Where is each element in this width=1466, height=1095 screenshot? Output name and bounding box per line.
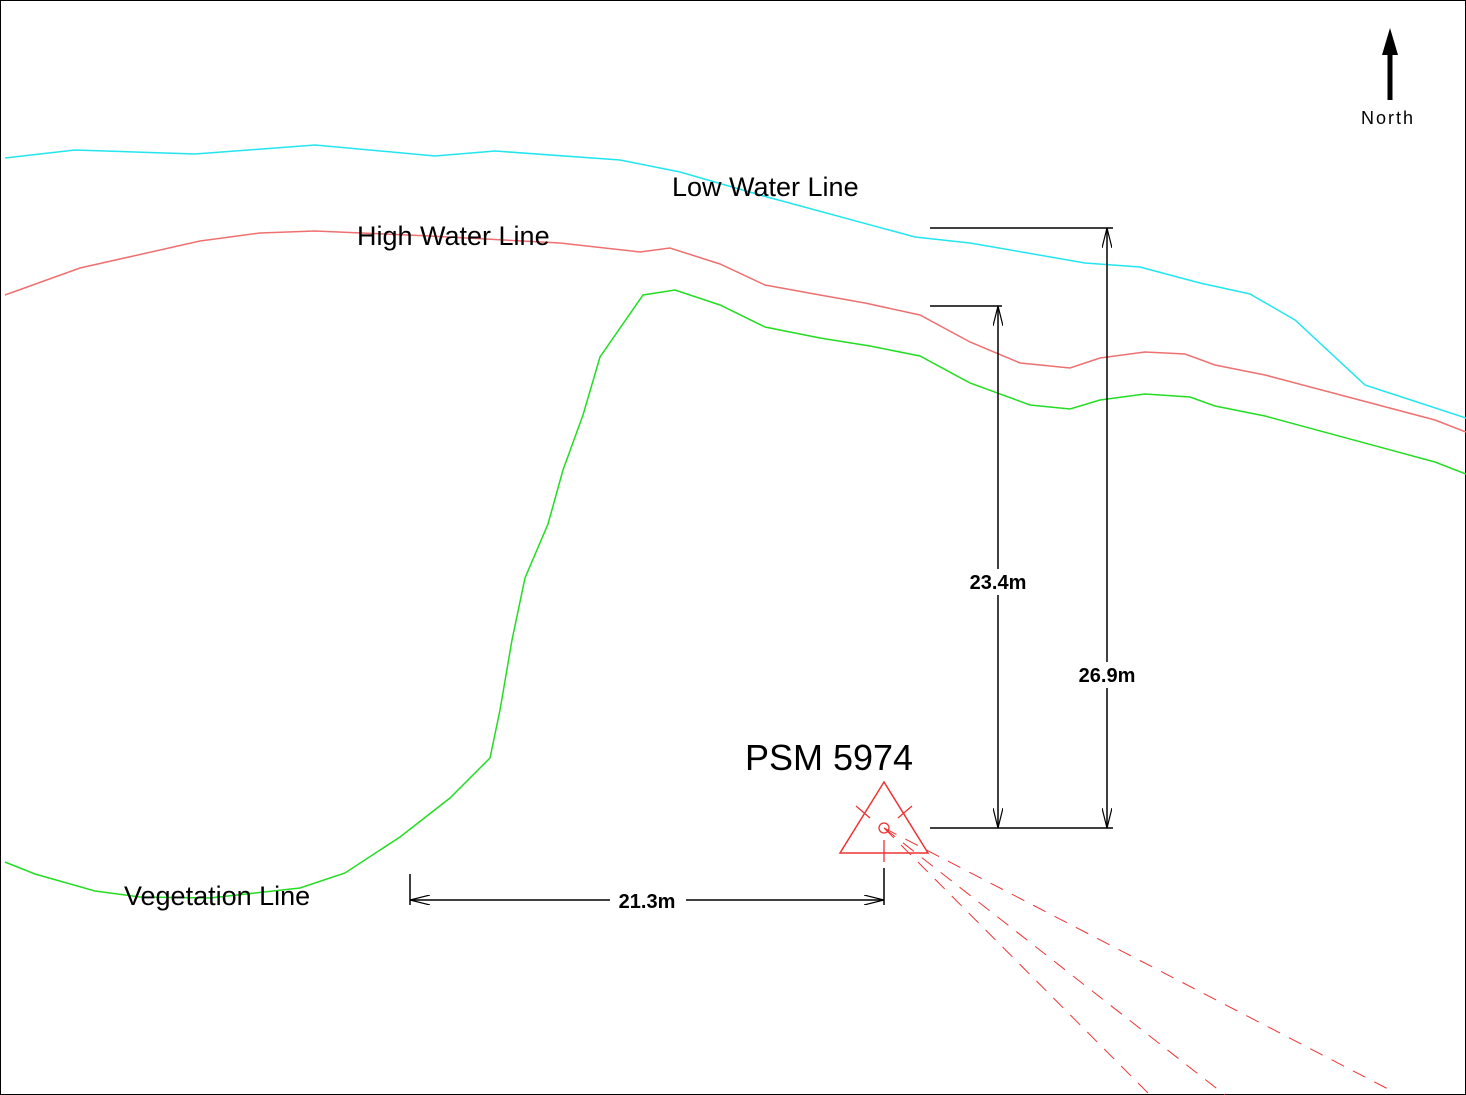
dim-label: 21.3m [619, 891, 676, 913]
psm-label: PSM 5974 [745, 737, 913, 778]
low-water-label: Low Water Line [672, 172, 859, 202]
vegetation-line [4, 289, 1466, 899]
dim-bg [1069, 662, 1145, 688]
vegetation-label: Vegetation Line [124, 881, 310, 911]
dim-label: 23.4m [970, 572, 1027, 594]
low-water-line [4, 144, 1466, 419]
north-label: North [1361, 108, 1415, 128]
dim-label: 26.9m [1079, 665, 1136, 687]
dim-bg [960, 569, 1036, 595]
dim-bg [610, 888, 686, 914]
psm-symbol [838, 780, 1391, 1095]
north-arrow: North [1361, 28, 1415, 128]
high-water-line [4, 230, 1466, 433]
high-water-label: High Water Line [357, 221, 550, 251]
